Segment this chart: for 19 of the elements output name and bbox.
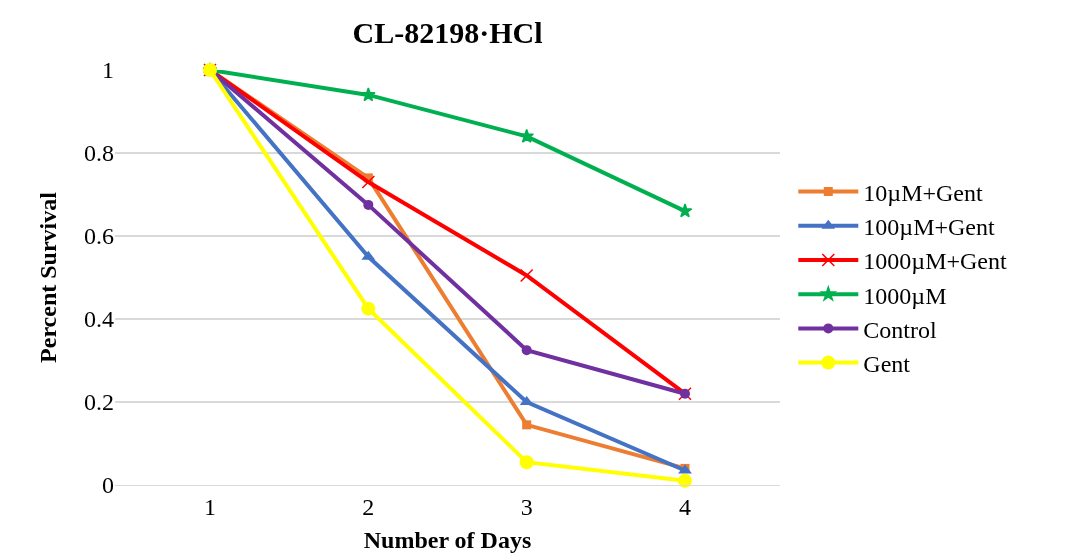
legend-label: Control: [863, 316, 937, 343]
x-tick-label: 1: [204, 493, 216, 520]
y-axis-title: Percent Survival: [35, 191, 62, 363]
legend-label: 1000µM: [863, 282, 947, 309]
y-tick-label: 0.6: [84, 223, 114, 250]
x-tick-label: 2: [362, 493, 375, 520]
chart-title: CL-82198·HCl: [352, 16, 543, 50]
y-tick-label: 1: [102, 57, 114, 84]
x-axis-title: Number of Days: [363, 527, 532, 554]
y-tick-label: 0.2: [84, 389, 114, 416]
y-tick-label: 0.4: [84, 306, 114, 333]
legend-label: Gent: [863, 350, 911, 377]
y-tick-label: 0.8: [84, 140, 114, 167]
legend-label: 10µM+Gent: [863, 179, 983, 206]
x-tick-label: 3: [520, 493, 533, 520]
x-tick-label: 4: [679, 493, 691, 520]
legend-label: 1000µM+Gent: [863, 248, 1007, 275]
legend-label: 100µM+Gent: [863, 214, 995, 241]
y-tick-label: 0: [102, 472, 114, 499]
